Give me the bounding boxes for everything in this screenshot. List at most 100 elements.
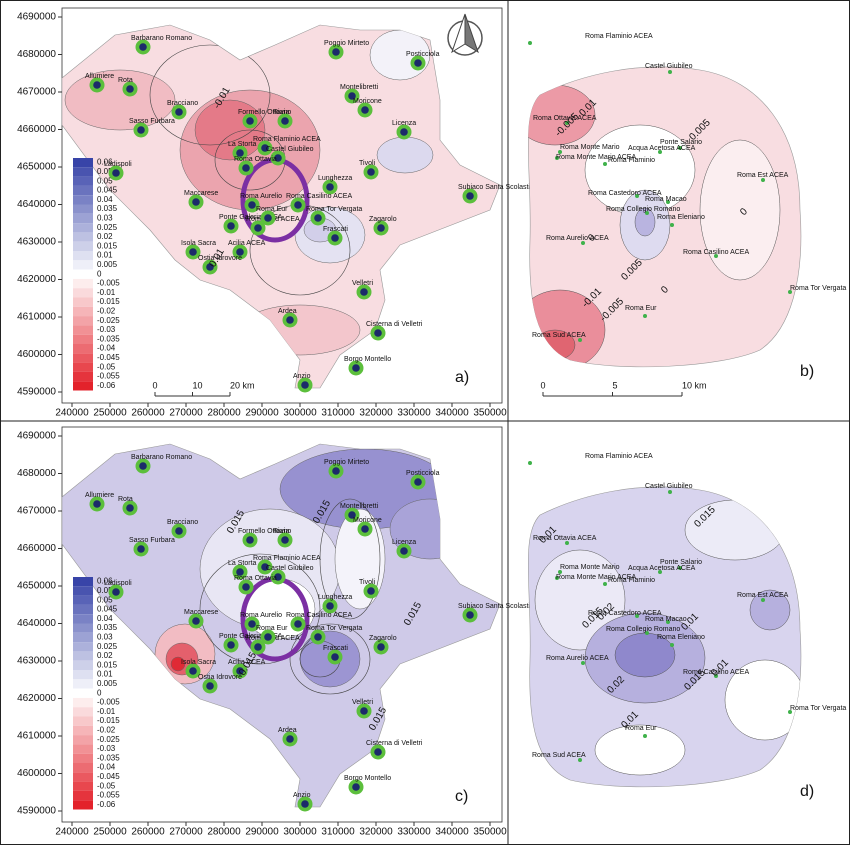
legend-swatch	[73, 642, 93, 652]
legend-label: 0.04	[97, 614, 113, 623]
station-label: Castel Giubileo	[645, 63, 693, 70]
station-dot	[137, 126, 145, 134]
y-tick-label: 4600000	[17, 768, 56, 779]
station-label: Velletri	[352, 699, 373, 706]
legend-swatch	[73, 651, 93, 661]
station-dot	[206, 263, 214, 271]
station-label: Acqua Acetosa ACEA	[628, 565, 696, 572]
station-dot	[246, 117, 254, 125]
station-label: Maccarese	[184, 190, 218, 197]
station-label: Ponte Salario	[660, 559, 702, 566]
station-label: Roma Flaminio ACEA	[585, 33, 653, 40]
station-dot	[236, 568, 244, 576]
station-dot	[678, 566, 682, 570]
legend-swatch	[73, 213, 93, 224]
station-dot	[367, 587, 375, 595]
station-label: Roma Eur	[256, 625, 288, 632]
station-label: Ardea	[278, 308, 297, 315]
y-tick-label: 4600000	[17, 349, 56, 360]
legend-label: -0.015	[97, 297, 120, 306]
y-tick-label: 4670000	[17, 87, 56, 98]
legend-swatch	[73, 660, 93, 670]
legend-swatch	[73, 204, 93, 214]
station-label: Formello Ottavia	[238, 109, 289, 116]
legend-label: -0.05	[97, 362, 116, 371]
station-label: La Storta	[228, 560, 257, 567]
station-dot	[326, 602, 334, 610]
station-label: Roma Sud ACEA	[532, 752, 586, 759]
station-label: Velletri	[352, 280, 373, 287]
station-dot	[242, 164, 250, 172]
legend-label: -0.06	[97, 381, 116, 390]
station-label: Roma Ottavia	[234, 575, 277, 582]
station-label: Roma Flaminio	[608, 577, 655, 584]
station-dot	[261, 563, 269, 571]
station-label: Rota	[118, 77, 133, 84]
legend-label: 0.02	[97, 232, 113, 241]
legend-swatch	[73, 269, 93, 279]
station-dot	[645, 211, 649, 215]
x-tick-label: 280000	[207, 827, 241, 838]
x-tick-label: 240000	[55, 408, 89, 419]
legend-swatch	[73, 241, 93, 251]
station-dot	[377, 224, 385, 232]
station-dot	[314, 633, 322, 641]
legend-label: -0.045	[97, 353, 120, 362]
legend-label: -0.01	[97, 288, 116, 297]
station-dot	[666, 620, 670, 624]
station-label: Roma Casilino ACEA	[286, 193, 352, 200]
station-dot	[192, 198, 200, 206]
station-dot	[414, 478, 422, 486]
station-label: Bracciano	[167, 519, 198, 526]
legend-swatch	[73, 260, 93, 270]
station-label: Posticciola	[406, 470, 440, 477]
station-label: Montelibretti	[340, 503, 379, 510]
station-dot	[658, 150, 662, 154]
legend-label: -0.02	[97, 726, 116, 735]
legend-label: 0.06	[97, 577, 113, 586]
station-label: Ponte Galeria ACEA	[219, 214, 283, 221]
legend-swatch	[73, 697, 93, 708]
x-tick-label: 250000	[93, 408, 127, 419]
legend-swatch	[73, 381, 93, 391]
legend-label: 0.03	[97, 214, 113, 223]
station-dot	[331, 653, 339, 661]
legend-swatch	[73, 371, 93, 382]
station-dot	[126, 504, 134, 512]
station-label: Riano	[273, 528, 291, 535]
station-dot	[93, 81, 101, 89]
legend-label: 0.01	[97, 251, 113, 260]
legend-label: -0.01	[97, 707, 116, 716]
station-dot	[139, 43, 147, 51]
station-label: Allumiere	[85, 492, 114, 499]
station-dot	[643, 734, 647, 738]
station-dot	[281, 117, 289, 125]
station-dot	[668, 70, 672, 74]
scale-label: 0	[540, 380, 545, 390]
legend-label: 0.015	[97, 241, 118, 250]
station-dot	[254, 224, 262, 232]
station-dot	[377, 643, 385, 651]
legend-label: 0.035	[97, 623, 118, 632]
legend-swatch	[73, 195, 93, 205]
station-label: Maccarese	[184, 609, 218, 616]
station-dot	[112, 169, 120, 177]
station-dot	[361, 106, 369, 114]
station-label: Borgo Montello	[344, 775, 391, 782]
legend-swatch	[73, 725, 93, 736]
station-label: Riano	[273, 109, 291, 116]
station-dot	[206, 682, 214, 690]
station-dot	[528, 41, 532, 45]
x-tick-label: 260000	[131, 408, 165, 419]
station-dot	[788, 710, 792, 714]
legend-swatch	[73, 232, 93, 242]
legend-label: -0.005	[97, 698, 120, 707]
station-dot	[314, 214, 322, 222]
station-dot	[175, 527, 183, 535]
station-dot	[236, 248, 244, 256]
legend-label: -0.045	[97, 772, 120, 781]
station-label: Roma Collegio Romano	[606, 626, 680, 633]
station-label: Castel Giubileo	[645, 483, 693, 490]
contour-fill	[170, 656, 186, 672]
station-label: Roma Macao	[645, 196, 687, 203]
